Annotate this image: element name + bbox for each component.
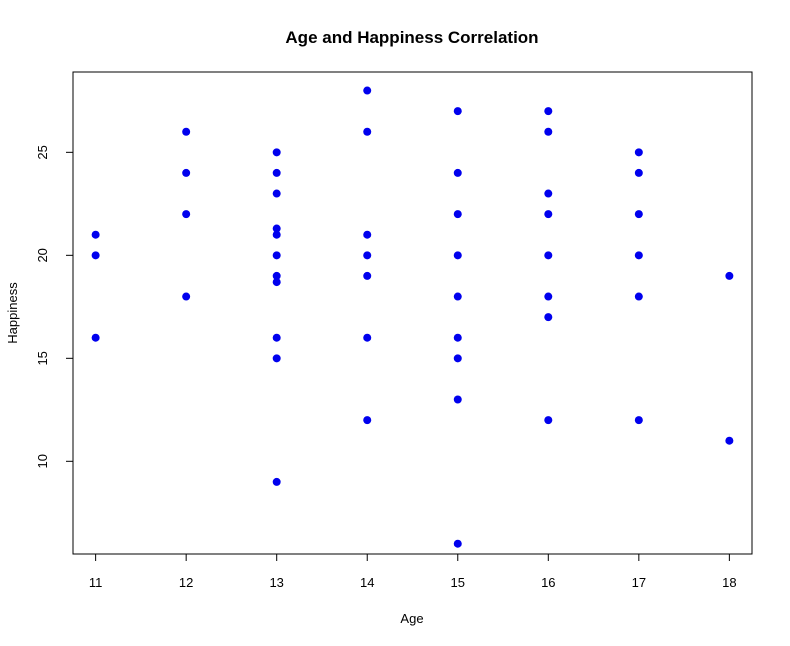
scatter-point: [634, 292, 643, 301]
scatter-point: [272, 251, 281, 260]
x-tick-label: 12: [179, 575, 193, 590]
scatter-point: [272, 148, 281, 157]
data-points: [91, 86, 734, 548]
scatter-point: [182, 292, 191, 301]
scatter-point: [453, 210, 462, 219]
x-axis: 11 12 13 14 15 16 17 18: [89, 554, 737, 590]
y-tick-label: 25: [35, 145, 50, 159]
x-tick-label: 14: [360, 575, 374, 590]
x-tick-label: 18: [722, 575, 736, 590]
x-tick-label: 16: [541, 575, 555, 590]
scatter-point: [544, 292, 553, 301]
scatter-point: [544, 107, 553, 116]
x-tick-label: 13: [269, 575, 283, 590]
scatter-point: [453, 168, 462, 177]
y-tick-label: 15: [35, 351, 50, 365]
scatter-point: [91, 333, 100, 342]
chart-title: Age and Happiness Correlation: [285, 28, 538, 47]
scatter-point: [725, 436, 734, 445]
scatter-point: [363, 333, 372, 342]
scatter-point: [453, 539, 462, 548]
scatter-point: [182, 168, 191, 177]
scatter-point: [453, 251, 462, 260]
scatter-point: [363, 271, 372, 280]
scatter-point: [453, 333, 462, 342]
scatter-point: [272, 230, 281, 239]
scatter-point: [363, 251, 372, 260]
scatter-point: [91, 251, 100, 260]
scatter-point: [544, 251, 553, 260]
scatter-point: [544, 189, 553, 198]
scatter-point: [544, 416, 553, 425]
scatter-point: [453, 107, 462, 116]
scatter-point: [363, 127, 372, 136]
scatter-point: [634, 251, 643, 260]
scatter-point: [634, 210, 643, 219]
scatter-point: [272, 189, 281, 198]
scatter-point: [363, 416, 372, 425]
scatter-point: [272, 224, 281, 233]
scatter-point: [272, 477, 281, 486]
scatter-point: [634, 168, 643, 177]
x-axis-label: Age: [400, 611, 423, 626]
scatter-point: [272, 354, 281, 363]
y-tick-label: 10: [35, 454, 50, 468]
scatter-point: [634, 416, 643, 425]
y-axis: 10 15 20 25: [35, 145, 73, 469]
scatter-point: [182, 127, 191, 136]
scatter-point: [363, 86, 372, 95]
scatter-point: [453, 292, 462, 301]
x-tick-label: 17: [632, 575, 646, 590]
scatter-point: [272, 168, 281, 177]
scatter-point: [272, 278, 281, 287]
scatter-point: [182, 210, 191, 219]
scatter-point: [272, 333, 281, 342]
scatter-point: [272, 271, 281, 280]
scatter-point: [453, 395, 462, 404]
scatter-point: [544, 313, 553, 322]
scatter-point: [544, 127, 553, 136]
scatter-point: [363, 230, 372, 239]
scatter-point: [91, 230, 100, 239]
scatter-point: [725, 271, 734, 280]
scatter-point: [634, 148, 643, 157]
plot-frame: [72, 71, 753, 555]
y-tick-label: 20: [35, 248, 50, 262]
scatter-point: [453, 354, 462, 363]
x-tick-label: 15: [451, 575, 465, 590]
scatter-point: [544, 210, 553, 219]
y-axis-label: Happiness: [5, 282, 20, 344]
x-tick-label: 11: [89, 575, 103, 590]
